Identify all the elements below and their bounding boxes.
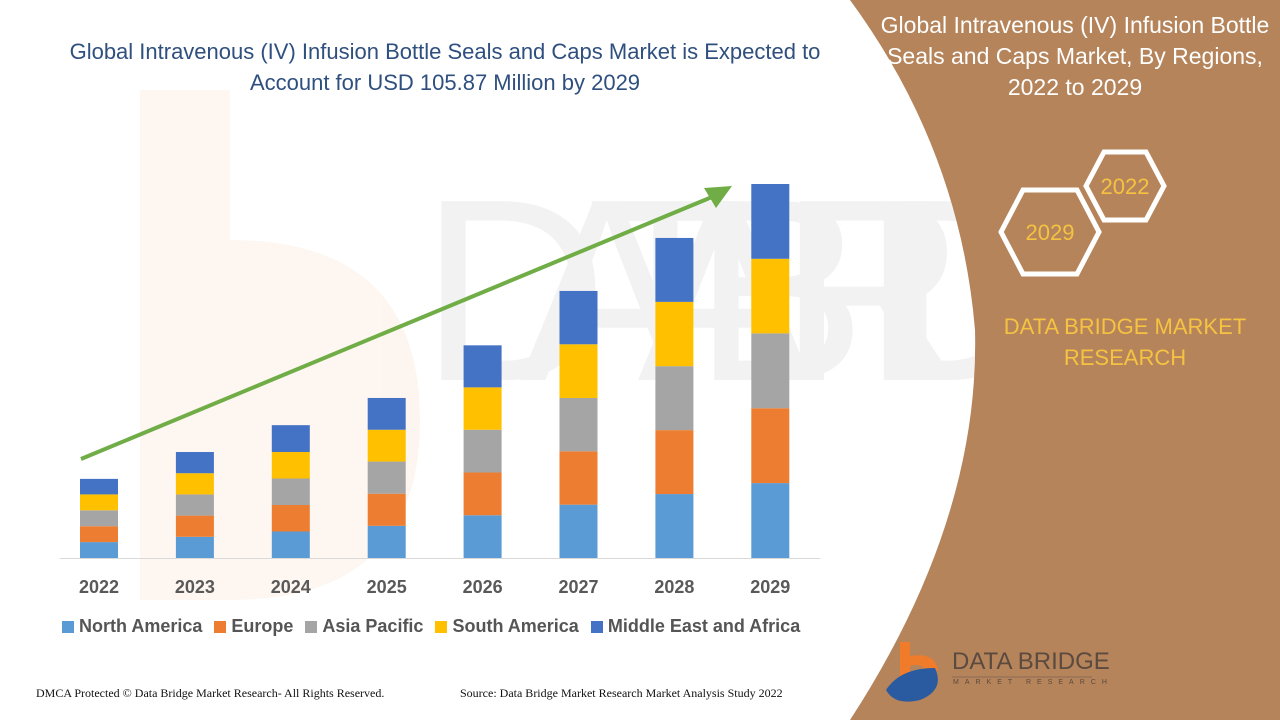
bar-segment-north-america-2024 bbox=[271, 531, 310, 558]
logo-subtext: MARKET RESEARCH bbox=[953, 679, 1113, 686]
bar-segment-europe-2025 bbox=[367, 493, 406, 526]
trend-arrow-line bbox=[80, 195, 713, 461]
bar-segment-middle-east-and-africa-2025 bbox=[367, 397, 406, 430]
bar-segment-south-america-2026 bbox=[463, 387, 502, 430]
bar-segment-europe-2022 bbox=[80, 526, 118, 543]
legend-item: Europe bbox=[214, 616, 293, 637]
bar-segment-south-america-2022 bbox=[80, 494, 118, 511]
bar-segment-north-america-2023 bbox=[175, 536, 214, 558]
legend-swatch bbox=[590, 620, 603, 633]
logo-icon bbox=[886, 642, 938, 702]
legend-swatch bbox=[62, 620, 74, 633]
trend-arrow-head-icon bbox=[704, 186, 732, 208]
logo-text: DATA BRIDGE bbox=[952, 648, 1110, 675]
bar-segment-north-america-2025 bbox=[367, 525, 406, 558]
legend-item: North America bbox=[62, 616, 202, 637]
legend-item: South America bbox=[435, 616, 579, 637]
legend-label: Europe bbox=[231, 616, 294, 636]
hexagon-2022 bbox=[1083, 149, 1167, 223]
bar-segment-south-america-2023 bbox=[175, 473, 214, 495]
x-tick-label: 2028 bbox=[654, 577, 694, 597]
chart-title: Global Intravenous (IV) Infusion Bottle … bbox=[69, 39, 821, 95]
hexagon-2029 bbox=[998, 187, 1102, 277]
x-tick-label: 2023 bbox=[175, 577, 215, 597]
bar-segment-asia-pacific-2022 bbox=[80, 510, 118, 527]
bar-segment-north-america-2022 bbox=[80, 542, 118, 558]
bar-segment-south-america-2025 bbox=[367, 429, 406, 462]
x-tick-label: 2024 bbox=[271, 577, 311, 597]
legend-item: Middle East and Africa bbox=[590, 616, 801, 637]
bar-segment-europe-2028 bbox=[655, 430, 694, 495]
bar-segment-middle-east-and-africa-2029 bbox=[751, 184, 790, 259]
bar-segment-south-america-2029 bbox=[751, 258, 790, 334]
legend-swatch bbox=[214, 620, 227, 633]
bar-segment-middle-east-and-africa-2022 bbox=[80, 478, 118, 495]
x-tick-label: 2025 bbox=[367, 577, 407, 597]
bar-segment-north-america-2028 bbox=[655, 494, 694, 558]
bar-segment-south-america-2028 bbox=[655, 301, 694, 367]
x-tick-label: 2029 bbox=[750, 577, 790, 597]
bar-segment-europe-2024 bbox=[271, 505, 310, 532]
legend-swatch bbox=[305, 620, 318, 633]
bar-segment-north-america-2029 bbox=[751, 483, 790, 558]
bar-segment-middle-east-and-africa-2028 bbox=[655, 237, 694, 302]
bar-segment-europe-2027 bbox=[559, 451, 598, 505]
legend-label: Middle East and Africa bbox=[607, 616, 801, 636]
bar-segment-north-america-2027 bbox=[559, 504, 598, 558]
bar-segment-europe-2023 bbox=[175, 515, 214, 537]
legend-label: North America bbox=[79, 616, 203, 636]
dmca-notice: DMCA Protected © Data Bridge Market Rese… bbox=[36, 686, 385, 700]
bar-segment-asia-pacific-2026 bbox=[463, 429, 502, 473]
bar-segment-south-america-2027 bbox=[559, 344, 598, 398]
bar-segment-middle-east-and-africa-2023 bbox=[175, 452, 214, 474]
bar-segment-south-america-2024 bbox=[271, 452, 310, 479]
x-tick-label: 2027 bbox=[558, 577, 598, 597]
bar-segment-asia-pacific-2024 bbox=[271, 478, 310, 506]
legend-label: South America bbox=[452, 616, 579, 636]
bar-segment-middle-east-and-africa-2026 bbox=[463, 345, 502, 388]
bar-segment-asia-pacific-2027 bbox=[559, 397, 598, 452]
bar-segment-asia-pacific-2023 bbox=[175, 494, 214, 516]
bar-segment-asia-pacific-2029 bbox=[751, 333, 790, 409]
chart-legend: North America Europe Asia Pacific South Ame… bbox=[62, 616, 800, 637]
legend-label: Asia Pacific bbox=[322, 616, 424, 636]
bar-segment-europe-2029 bbox=[751, 408, 790, 484]
bar-segment-middle-east-and-africa-2027 bbox=[559, 290, 598, 345]
hex-label-end: 2029 bbox=[1025, 220, 1075, 245]
x-tick-label: 2026 bbox=[463, 577, 503, 597]
bar-segment-asia-pacific-2028 bbox=[655, 366, 694, 431]
bar-segment-middle-east-and-africa-2024 bbox=[271, 425, 310, 453]
bar-segment-europe-2026 bbox=[463, 472, 502, 516]
right-panel-title: Global Intravenous (IV) Infusion Bottle … bbox=[880, 12, 1270, 100]
bar-segment-asia-pacific-2025 bbox=[367, 461, 406, 494]
brand-text: DATA BRIDGE MARKET RESEARCH bbox=[1003, 314, 1247, 370]
right-panel bbox=[850, 0, 1280, 720]
legend-item: Asia Pacific bbox=[305, 616, 423, 637]
legend-swatch bbox=[435, 620, 448, 633]
x-tick-label: 2022 bbox=[79, 577, 119, 597]
bar-segment-north-america-2026 bbox=[463, 515, 502, 558]
hex-label-start: 2022 bbox=[1100, 174, 1150, 199]
source-note: Source: Data Bridge Market Research Mark… bbox=[460, 686, 783, 700]
